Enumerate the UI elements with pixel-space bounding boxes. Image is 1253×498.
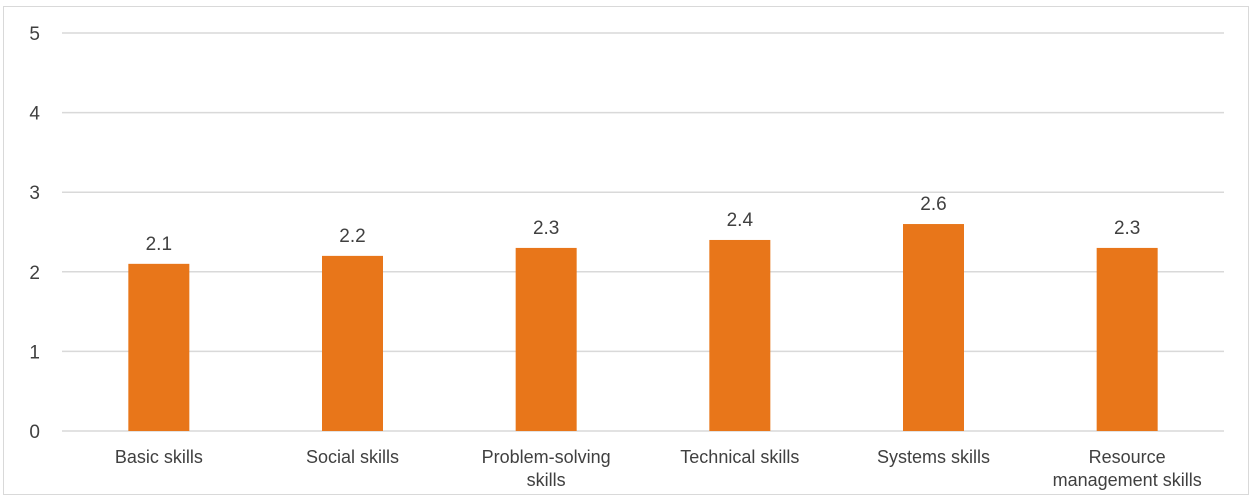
data-label: 2.4 (727, 210, 754, 231)
x-axis-category-labels: Basic skills Social skills Problem-solving… (115, 447, 1202, 490)
y-tick-label: 4 (29, 104, 40, 125)
bar (515, 247, 577, 431)
y-axis-tick-labels: 0 1 2 3 4 5 (29, 24, 40, 443)
x-category-label: Systems skills (877, 447, 990, 467)
x-category-label-line: Technical skills (680, 447, 799, 467)
gridlines (62, 32, 1224, 432)
data-label: 2.3 (533, 218, 559, 239)
data-labels: 2.1 2.2 2.3 2.4 2.6 2.3 (146, 194, 1141, 255)
x-category-label: Problem-solving skills (482, 447, 611, 490)
x-category-label: Basic skills (115, 447, 203, 467)
bar (1096, 247, 1158, 431)
data-label: 2.2 (339, 226, 365, 247)
bar (322, 255, 383, 431)
x-category-label: Social skills (306, 447, 399, 467)
x-category-label: Resource management skills (1053, 447, 1202, 490)
bar (128, 263, 190, 431)
x-category-label-line: Basic skills (115, 447, 203, 467)
y-tick-label: 0 (29, 422, 40, 443)
data-label: 2.6 (920, 194, 946, 215)
data-label: 2.3 (1114, 218, 1140, 239)
x-category-label-line: Resource (1089, 447, 1166, 467)
x-category-label-line: Problem-solving (482, 447, 611, 467)
data-label: 2.1 (146, 234, 172, 255)
x-category-label-line: Systems skills (877, 447, 990, 467)
y-tick-label: 2 (29, 263, 40, 284)
x-category-label-line: management skills (1053, 470, 1202, 490)
y-tick-label: 1 (29, 342, 40, 363)
bar (709, 239, 771, 431)
x-category-label: Technical skills (680, 447, 799, 467)
y-tick-label: 5 (29, 24, 40, 45)
x-category-label-line: Social skills (306, 447, 399, 467)
y-tick-label: 3 (29, 183, 40, 204)
x-category-label-line: skills (527, 470, 566, 490)
bar-chart: 0 1 2 3 4 5 2.1 2.2 2.3 2.4 2.6 2.3 Basic skills So… (29, 24, 1224, 490)
bars (128, 224, 1158, 431)
bar (903, 224, 964, 431)
chart-frame: 0 1 2 3 4 5 2.1 2.2 2.3 2.4 2.6 2.3 Basic skills So… (3, 6, 1249, 495)
